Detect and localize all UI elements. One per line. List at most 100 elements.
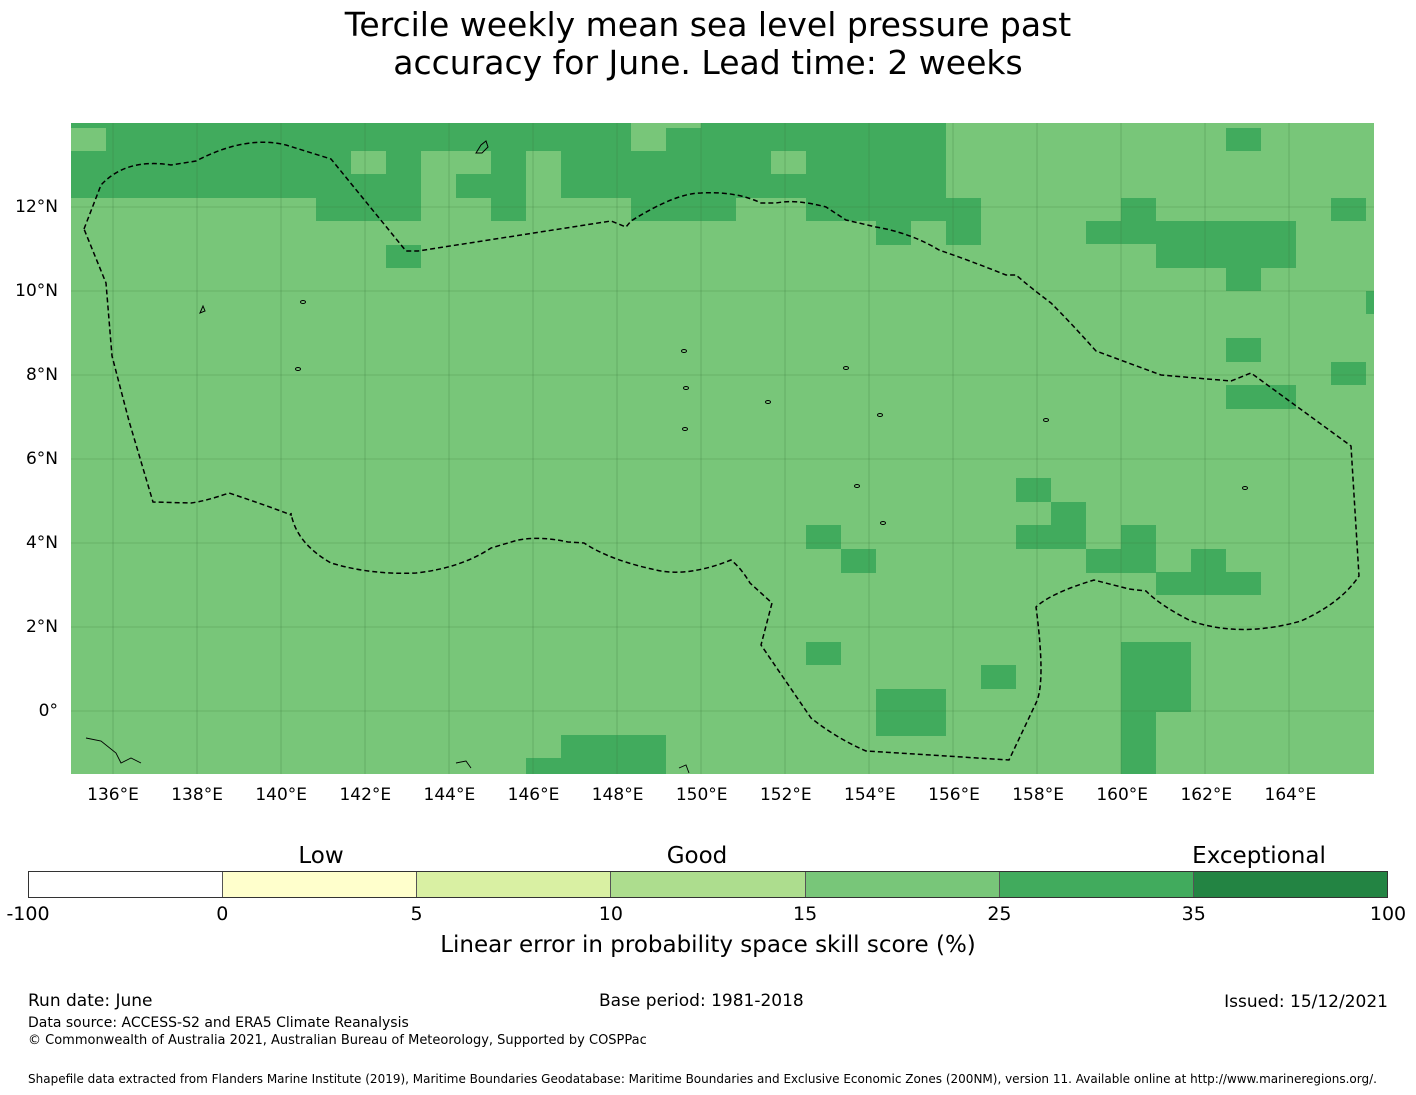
colorbar-label: Linear error in probability space skill … — [440, 932, 976, 958]
colorbar-segment — [417, 872, 612, 897]
high-skill-cell — [71, 123, 316, 198]
high-skill-cell — [1051, 502, 1086, 526]
base-period: Base period: 1981-2018 — [599, 991, 804, 1011]
high-skill-cell — [1121, 525, 1156, 549]
high-skill-cell — [1191, 549, 1226, 573]
category-exceptional: Exceptional — [1192, 843, 1326, 869]
longitude-label: 146°E — [507, 785, 560, 805]
high-skill-cell — [491, 123, 526, 221]
high-skill-cell — [1016, 525, 1086, 549]
high-skill-cell — [806, 525, 841, 549]
high-skill-cell — [1121, 198, 1156, 221]
longitude-label: 150°E — [675, 785, 728, 805]
island-coastline — [681, 349, 687, 353]
colorbar-tick: 10 — [598, 903, 623, 925]
island-coastline — [199, 304, 206, 314]
high-skill-cell — [1121, 712, 1156, 774]
colorbar-tick: 25 — [987, 903, 1012, 925]
colorbar-segment — [611, 872, 806, 897]
island-coastline — [300, 300, 306, 304]
colorbar-tick: 15 — [793, 903, 818, 925]
island-coastline — [854, 484, 860, 488]
longitude-label: 152°E — [759, 785, 812, 805]
colorbar-tick: 100 — [1369, 903, 1407, 925]
latitude-label: 10°N — [15, 281, 58, 301]
colorbar-segment — [805, 872, 1000, 897]
colorbar — [28, 871, 1388, 898]
island-coastline — [455, 760, 690, 774]
map-title: Tercile weekly mean sea level pressure p… — [0, 6, 1416, 82]
island-coastline — [877, 413, 883, 417]
high-skill-cell — [1366, 291, 1374, 314]
high-skill-cell — [561, 151, 631, 198]
longitude-label: 136°E — [87, 785, 139, 805]
high-skill-cell — [1331, 198, 1366, 221]
high-skill-cell — [841, 549, 876, 573]
latitude-label: 6°N — [25, 449, 58, 469]
high-skill-cell — [1226, 268, 1261, 291]
eez-boundary — [83, 141, 1360, 761]
colorbar-tick: 0 — [216, 903, 229, 925]
high-skill-cell — [1121, 642, 1191, 712]
moderate-skill-cell — [666, 123, 701, 128]
colorbar-segment — [1193, 872, 1387, 897]
island-coastline — [475, 140, 489, 154]
latitude-label: 0° — [38, 701, 58, 721]
category-good: Good — [666, 843, 728, 869]
colorbar-tick: 5 — [410, 903, 423, 925]
island-coastline — [843, 366, 849, 370]
longitude-label: 138°E — [171, 785, 223, 805]
high-skill-cell — [1086, 221, 1296, 244]
high-skill-cell — [1226, 385, 1296, 409]
high-skill-cell — [1331, 362, 1366, 385]
island-coastline — [880, 521, 886, 525]
longitude-label: 164°E — [1264, 785, 1317, 805]
high-skill-cell — [736, 123, 771, 151]
moderate-skill-cell — [351, 151, 386, 174]
skill-map — [71, 123, 1374, 774]
island-coastline — [1043, 418, 1049, 422]
shapefile-credit: Shapefile data extracted from Flanders M… — [28, 1072, 1377, 1086]
island-coastline — [295, 367, 301, 371]
title-line-1: Tercile weekly mean sea level pressure p… — [344, 5, 1072, 44]
island-coastline — [85, 737, 142, 764]
high-skill-cell — [981, 665, 1016, 689]
title-line-2: accuracy for June. Lead time: 2 weeks — [393, 43, 1023, 82]
longitude-label: 140°E — [255, 785, 308, 805]
high-skill-cell — [876, 689, 946, 736]
latitude-label: 4°N — [25, 533, 58, 553]
skill-cell — [456, 151, 491, 174]
high-skill-cell — [876, 221, 911, 245]
high-skill-cell — [631, 175, 736, 221]
colorbar-tick: -100 — [6, 903, 50, 925]
category-low: Low — [298, 843, 344, 869]
longitude-label: 154°E — [844, 785, 896, 805]
copyright: © Commonwealth of Australia 2021, Austra… — [28, 1033, 647, 1048]
high-skill-cell — [386, 245, 421, 268]
longitude-label: 160°E — [1096, 785, 1149, 805]
island-coastline — [682, 427, 688, 431]
colorbar-segment — [29, 872, 224, 897]
latitude-label: 2°N — [25, 617, 58, 637]
moderate-skill-cell — [71, 128, 106, 151]
island-coastline — [765, 400, 771, 404]
high-skill-cell — [526, 123, 561, 151]
colorbar-segment — [999, 872, 1194, 897]
moderate-skill-cell — [771, 151, 806, 174]
colorbar-tick: 35 — [1181, 903, 1206, 925]
data-source: Data source: ACCESS-S2 and ERA5 Climate … — [28, 1015, 409, 1031]
high-skill-cell — [946, 198, 981, 245]
high-skill-cell — [771, 123, 806, 151]
colorbar-segment — [223, 872, 418, 897]
longitude-label: 162°E — [1180, 785, 1233, 805]
high-skill-cell — [561, 123, 596, 151]
run-date: Run date: June — [28, 991, 153, 1011]
high-skill-cell — [596, 123, 631, 151]
island-coastline — [1242, 486, 1248, 490]
issued-date: Issued: 15/12/2021 — [1224, 992, 1388, 1012]
high-skill-cell — [526, 758, 561, 774]
latitude-label: 8°N — [25, 365, 58, 385]
longitude-label: 156°E — [928, 785, 980, 805]
high-skill-cell — [1156, 572, 1261, 595]
longitude-label: 144°E — [423, 785, 476, 805]
